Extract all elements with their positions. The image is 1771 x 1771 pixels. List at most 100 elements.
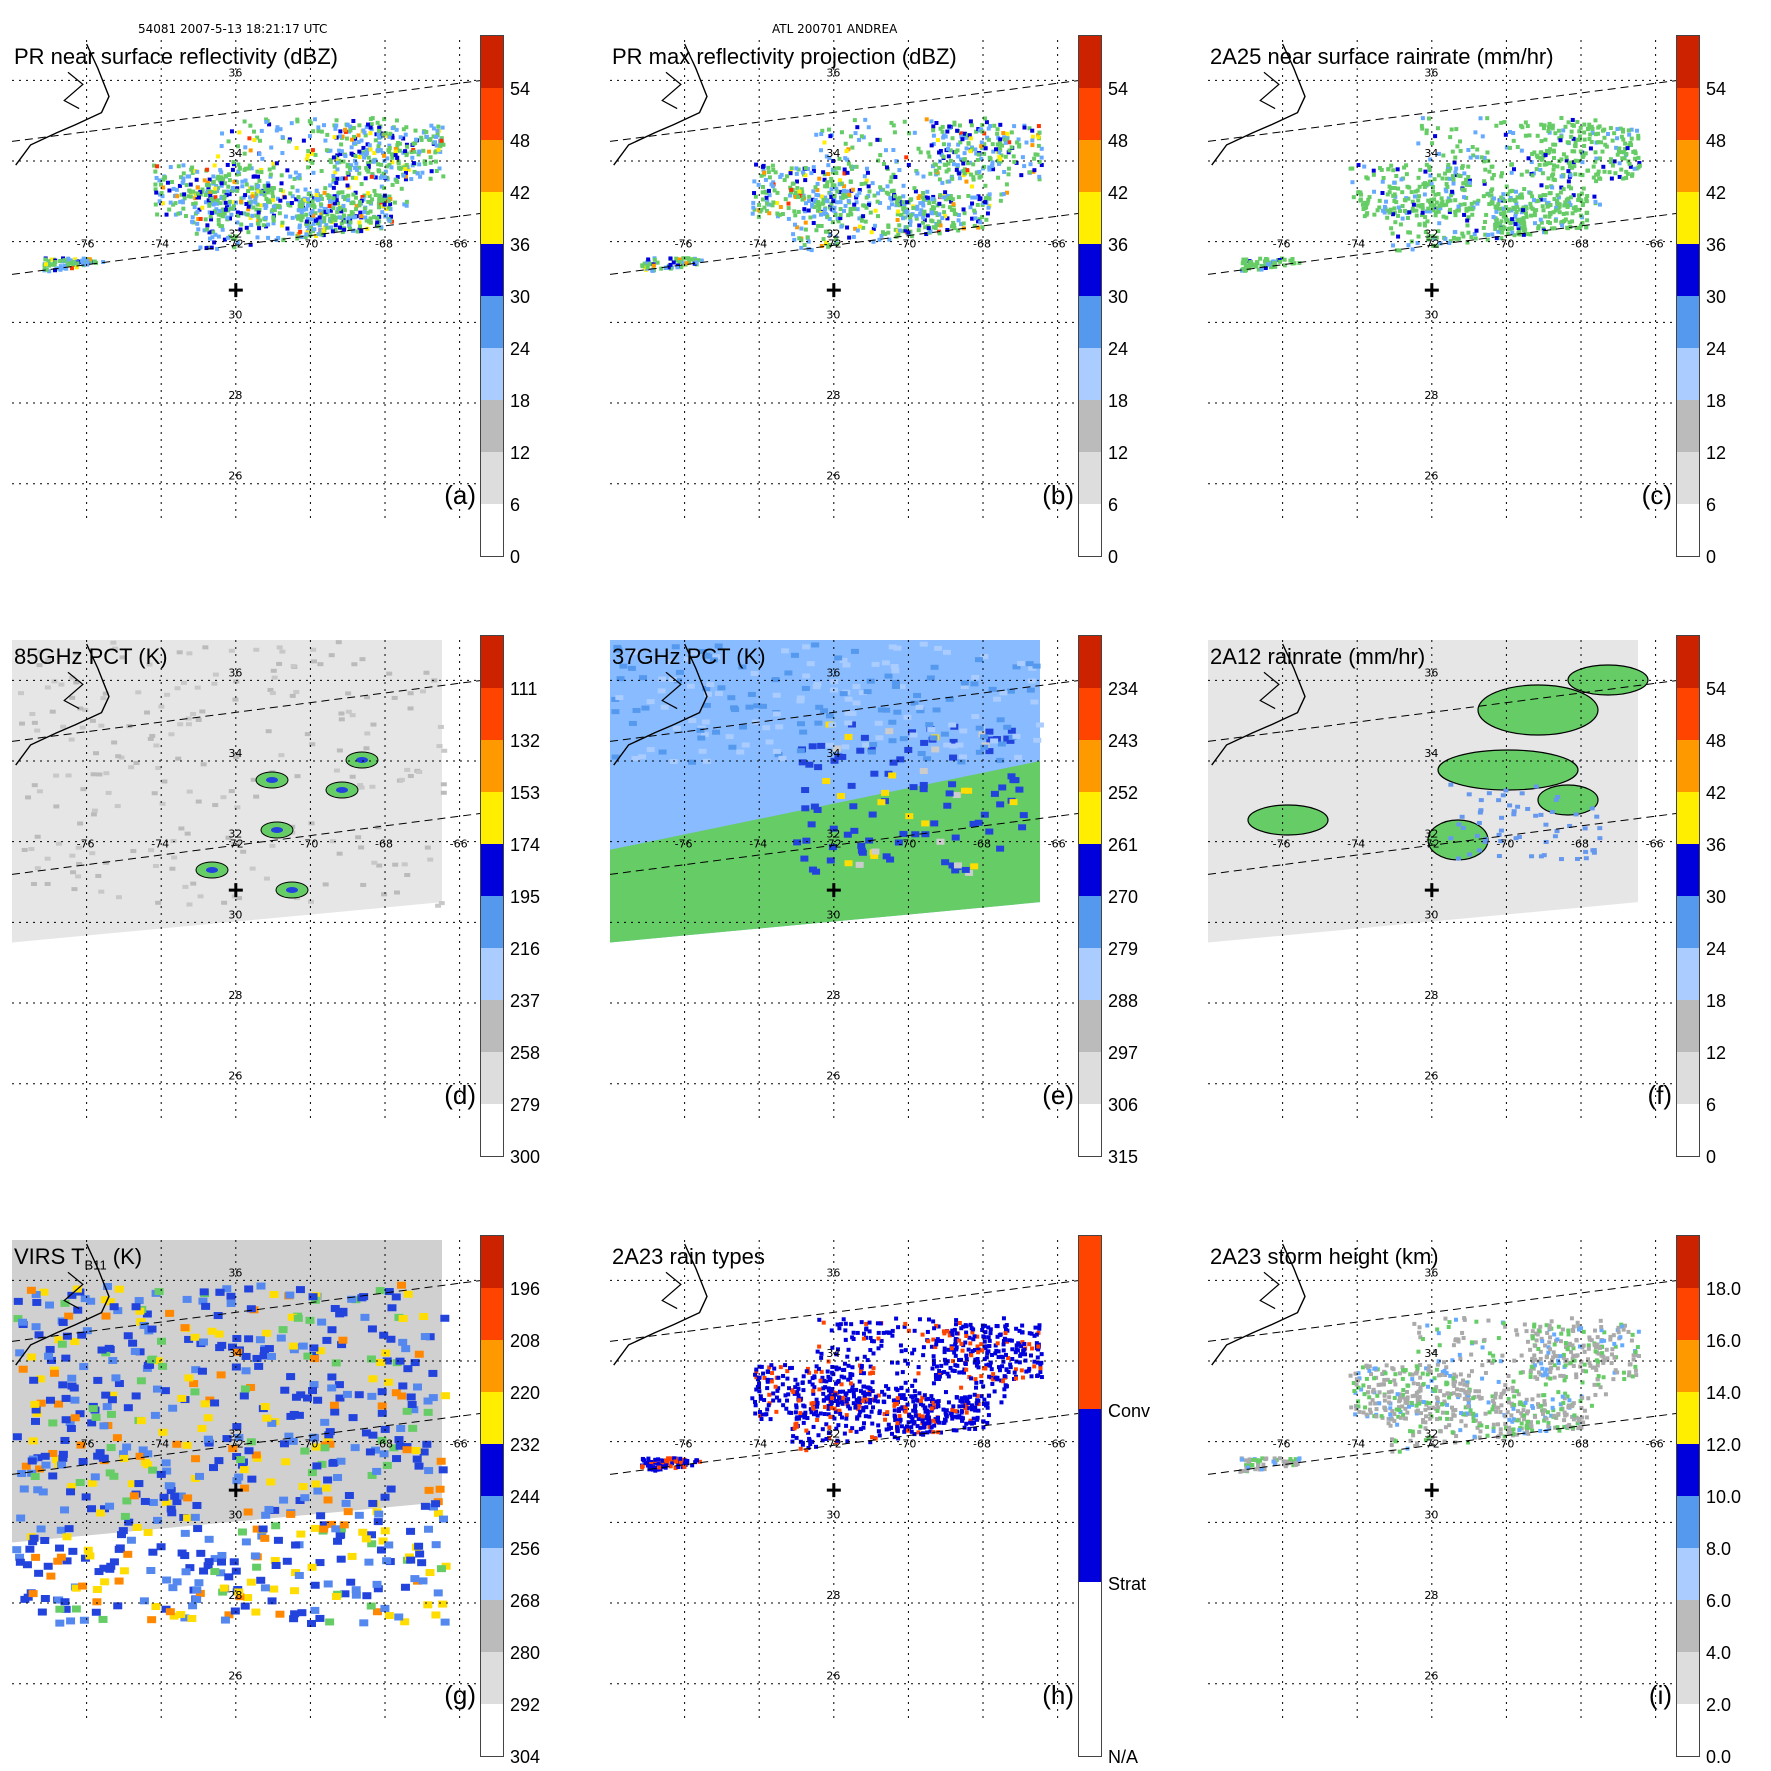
longitude-label: -72 bbox=[226, 238, 244, 251]
latitude-label: 30 bbox=[228, 1508, 242, 1521]
colorbar-tick-label: 54 bbox=[1706, 79, 1727, 99]
colorbar-segment bbox=[1079, 400, 1101, 452]
colorbar-tick-label: 279 bbox=[510, 1095, 541, 1115]
pr-swath-edge bbox=[1208, 212, 1678, 275]
map-area: 36 34 32 30 28 26 -76 -74 -72 -70 -68 -66 bbox=[1208, 40, 1678, 520]
panel-letter: (i) bbox=[1648, 1680, 1672, 1710]
pr-swath-edge bbox=[12, 79, 482, 142]
colorbar-segment bbox=[481, 504, 503, 556]
colorbar-tick-label: 24 bbox=[1706, 939, 1727, 959]
longitude-label: -70 bbox=[1496, 838, 1514, 851]
colorbar-tick-label: 12 bbox=[1108, 443, 1129, 463]
pr-swath-edge bbox=[610, 212, 1080, 275]
colorbar-segment bbox=[1677, 1236, 1699, 1288]
panel-letter: (f) bbox=[1647, 1080, 1672, 1110]
longitude-label: -74 bbox=[749, 238, 767, 251]
colorbar-tick-label: N/A bbox=[1108, 1747, 1139, 1767]
latitude-label: 28 bbox=[826, 1589, 840, 1602]
swath-pixels bbox=[1239, 116, 1642, 273]
colorbar-tick-label: 42 bbox=[1706, 783, 1727, 803]
longitude-label: -66 bbox=[1646, 238, 1664, 251]
latitude-label: 32 bbox=[826, 1428, 840, 1441]
colorbar-tick-label: 0 bbox=[510, 547, 521, 567]
panel-b: 36 34 32 30 28 26 -76 -74 -72 -70 -68 -66 PR max ref… bbox=[610, 35, 1128, 567]
map-area: 36 34 32 30 28 26 -76 -74 -72 -70 -68 -66 bbox=[610, 1240, 1080, 1720]
colorbar-tick-label: 24 bbox=[510, 339, 531, 359]
panel-h: 36 34 32 30 28 26 -76 -74 -72 -70 -68 -66 2A23 rain … bbox=[610, 1235, 1150, 1767]
colorbar-segment bbox=[1079, 636, 1101, 688]
colorbar-tick-label: 256 bbox=[510, 1539, 541, 1559]
latitude-label: 36 bbox=[1424, 66, 1438, 79]
sound-shoreline bbox=[1259, 71, 1280, 110]
latitude-label: 28 bbox=[826, 989, 840, 1002]
colorbar-segment bbox=[1677, 348, 1699, 400]
pr-swath-edge bbox=[610, 1412, 1080, 1475]
colorbar-tick-label: 252 bbox=[1108, 783, 1139, 803]
colorbar-tick-label: 16.0 bbox=[1706, 1331, 1742, 1351]
colorbar-segment bbox=[481, 896, 503, 948]
longitude-label: -66 bbox=[1048, 838, 1066, 851]
longitude-label: -68 bbox=[1571, 1438, 1589, 1451]
longitude-label: -72 bbox=[1422, 238, 1440, 251]
panel-a: 36 34 32 30 28 26 -76 -74 -72 -70 -68 -66 PR near su… bbox=[12, 35, 530, 567]
longitude-label: -72 bbox=[824, 838, 842, 851]
storm-center-marker bbox=[228, 883, 243, 898]
longitude-label: -74 bbox=[151, 1438, 169, 1451]
panel-letter: (e) bbox=[1042, 1080, 1074, 1110]
longitude-label: -72 bbox=[824, 238, 842, 251]
colorbar-tick-label: 2.0 bbox=[1706, 1695, 1732, 1715]
colorbar-tick-label: 237 bbox=[510, 991, 541, 1011]
colorbar-segment bbox=[1677, 88, 1699, 140]
colorbar-tick-label: 30 bbox=[1108, 287, 1129, 307]
colorbar-segment bbox=[1079, 348, 1101, 400]
latitude-label: 26 bbox=[1424, 1070, 1438, 1083]
latitude-label: 32 bbox=[1424, 228, 1438, 241]
sound-shoreline bbox=[661, 1271, 682, 1310]
colorbar-tick-label: Strat bbox=[1108, 1574, 1147, 1594]
latitude-label: 28 bbox=[826, 389, 840, 402]
latitude-label: 30 bbox=[228, 308, 242, 321]
longitude-label: -66 bbox=[1048, 1438, 1066, 1451]
longitude-label: -76 bbox=[77, 1438, 95, 1451]
colorbar-segment bbox=[481, 244, 503, 296]
colorbar-segment bbox=[1079, 844, 1101, 896]
panel-d: 36 34 32 30 28 26 -76 -74 -72 -70 -68 -66 85GHz PCT … bbox=[12, 635, 540, 1167]
longitude-label: -76 bbox=[675, 838, 693, 851]
latitude-label: 30 bbox=[826, 1508, 840, 1521]
coastline bbox=[613, 643, 708, 766]
title-subscript: B11 bbox=[84, 1257, 107, 1273]
latitude-label: 26 bbox=[1424, 1670, 1438, 1683]
map-area: 36 34 32 30 28 26 -76 -74 -72 -70 -68 -66 bbox=[610, 640, 1080, 1120]
storm-center-marker bbox=[228, 1483, 243, 1498]
colorbar-segment bbox=[1079, 504, 1101, 556]
colorbar-segment bbox=[481, 1000, 503, 1052]
panel-i: 36 34 32 30 28 26 -76 -74 -72 -70 -68 -66 2A23 storm… bbox=[1208, 1235, 1741, 1767]
colorbar-segment bbox=[1079, 1000, 1101, 1052]
colorbar-tick-label: 0 bbox=[1706, 1147, 1717, 1167]
colorbar-segment bbox=[1677, 896, 1699, 948]
latitude-label: 34 bbox=[1424, 747, 1438, 760]
panel-letter: (b) bbox=[1042, 480, 1074, 510]
colorbar-segment bbox=[1079, 896, 1101, 948]
longitude-label: -74 bbox=[151, 838, 169, 851]
longitude-label: -70 bbox=[1496, 1438, 1514, 1451]
map-area: 36 34 32 30 28 26 -76 -74 -72 -70 -68 -66 bbox=[1208, 640, 1678, 1120]
longitude-label: -68 bbox=[375, 238, 393, 251]
longitude-label: -74 bbox=[1347, 238, 1365, 251]
colorbar-tick-label: 48 bbox=[510, 131, 531, 151]
colorbar-tick-label: Conv bbox=[1108, 1401, 1151, 1421]
pr-swath-edge bbox=[1208, 679, 1678, 742]
sound-shoreline bbox=[63, 71, 84, 110]
swath-pixels bbox=[17, 640, 448, 908]
colorbar-segment bbox=[1677, 1000, 1699, 1052]
latitude-label: 34 bbox=[826, 1347, 840, 1360]
colorbar-segment bbox=[1677, 792, 1699, 844]
colorbar-tick-label: 36 bbox=[1108, 235, 1129, 255]
colorbar-segment bbox=[1677, 844, 1699, 896]
colorbar-tick-label: 174 bbox=[510, 835, 541, 855]
latitude-label: 34 bbox=[228, 1347, 242, 1360]
colorbar-segment bbox=[481, 1548, 503, 1600]
colorbar-tick-label: 42 bbox=[1108, 183, 1129, 203]
sound-shoreline bbox=[1259, 671, 1280, 710]
title-unit: (K) bbox=[106, 1244, 143, 1269]
